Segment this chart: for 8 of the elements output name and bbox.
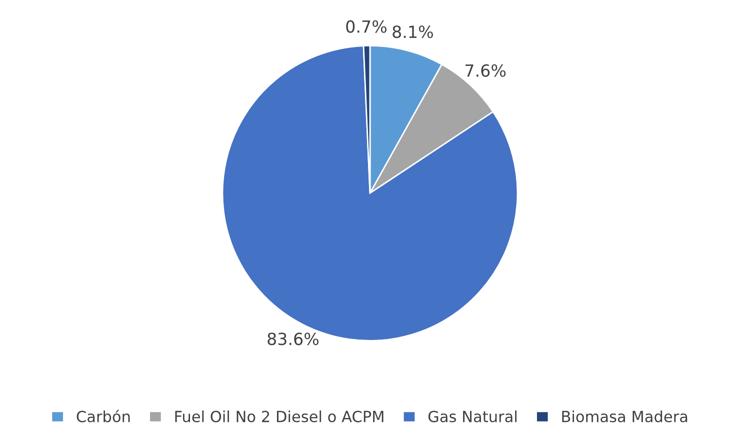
legend-label: Biomasa Madera [562, 410, 688, 422]
legend-label: Fuel Oil No 2 Diesel o ACPM [175, 410, 384, 422]
data-label: 7.6% [466, 64, 506, 77]
legend-label: Gas Natural [428, 410, 517, 422]
data-label: 8.1% [392, 26, 433, 38]
legend-label: Carbón [76, 410, 130, 422]
data-label: 83.6% [268, 332, 319, 346]
data-label: 0.7% [346, 20, 387, 33]
